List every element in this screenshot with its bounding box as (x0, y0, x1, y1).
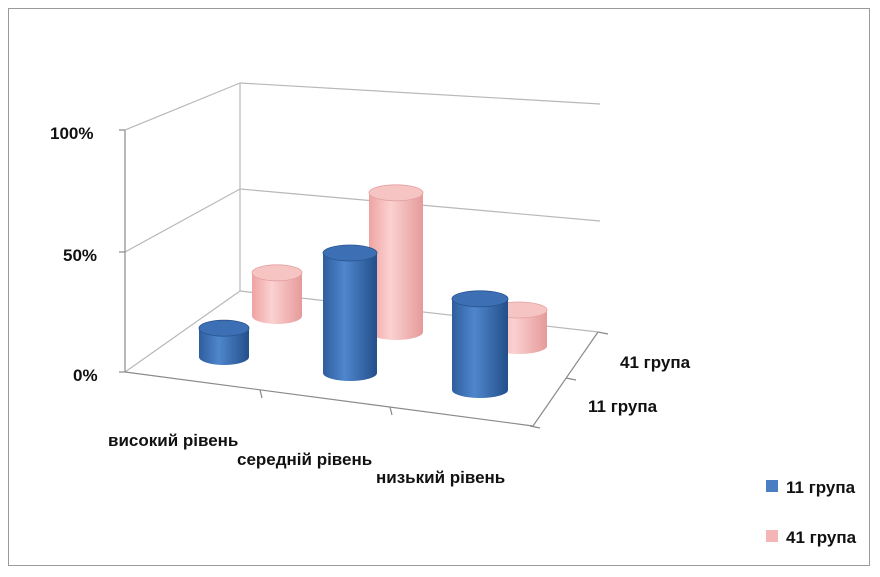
bar-body (199, 328, 249, 365)
x-tick-1 (259, 389, 263, 399)
bar-top (368, 184, 424, 202)
bars-group (198, 184, 548, 398)
bar-g41-1 (368, 184, 424, 340)
bar-top (451, 290, 509, 308)
bar-g11-2 (451, 290, 509, 398)
side-wall-line-100 (124, 82, 241, 131)
y-tick-label-50: 50% (63, 246, 97, 265)
depth-label-1: 11 група (588, 397, 658, 416)
chart-frame (8, 8, 870, 566)
depth-tick-2 (597, 331, 609, 335)
bar-top (251, 264, 303, 282)
y-tick-label-0: 0% (73, 366, 98, 385)
category-label-1: середній рівень (237, 450, 372, 469)
bar-body (323, 253, 377, 381)
bar-body (452, 298, 508, 398)
legend-swatch-1 (766, 530, 778, 542)
category-label-2: низький рівень (376, 468, 505, 487)
side-wall-line-50 (124, 188, 241, 253)
legend-label-0: 11 група (786, 478, 856, 497)
floor-right-edge (532, 331, 599, 427)
bar-top (198, 319, 250, 337)
legend-swatch-0 (766, 480, 778, 492)
depth-tick-1 (565, 377, 577, 381)
bar-g11-1 (322, 244, 378, 381)
bar-g11-0 (198, 319, 250, 365)
category-label-0: високий рівень (108, 431, 238, 450)
legend: 11 група 41 група (766, 478, 857, 547)
floor-front-edge (124, 371, 534, 427)
depth-label-0: 41 група (620, 353, 691, 372)
y-tick-label-100: 100% (50, 124, 93, 143)
x-tick-2 (389, 406, 393, 416)
bar-body (252, 272, 302, 324)
bar-top (322, 244, 378, 262)
side-wall-line-0 (124, 290, 241, 373)
x-tick-3 (529, 425, 541, 429)
bar-body (369, 192, 423, 340)
legend-label-1: 41 група (786, 528, 857, 547)
bar-g41-0 (251, 264, 303, 324)
back-wall-line-100 (239, 82, 601, 105)
